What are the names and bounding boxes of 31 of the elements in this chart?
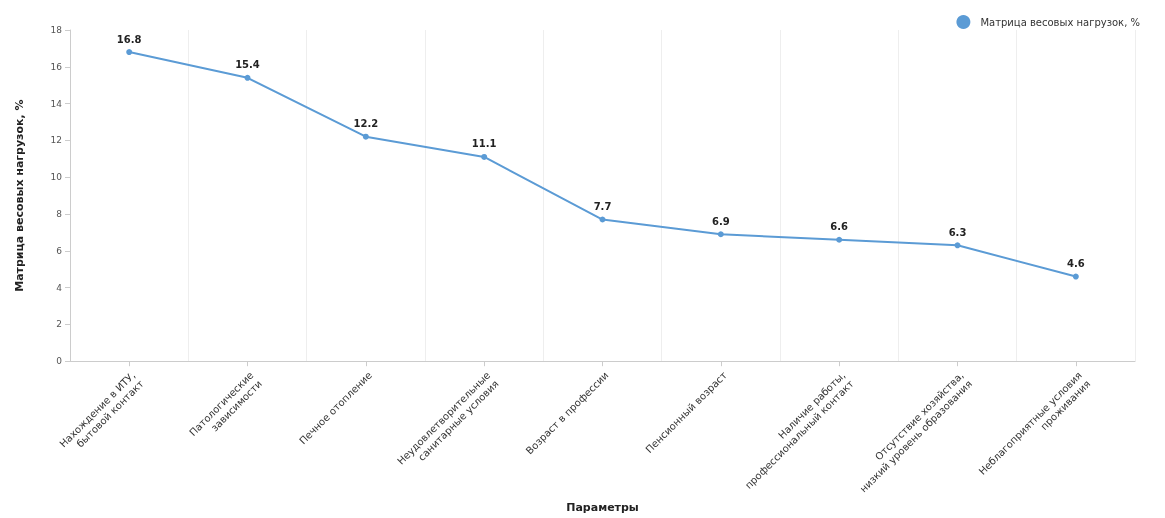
x-axis-title: Параметры bbox=[566, 501, 639, 514]
point bbox=[717, 231, 724, 238]
y-tick-label: 8 bbox=[56, 209, 63, 219]
data-label: 11.1 bbox=[471, 138, 497, 150]
data-label: 16.8 bbox=[116, 33, 142, 45]
data-label: 15.4 bbox=[235, 59, 260, 71]
data-label: 12.2 bbox=[353, 118, 379, 130]
data-label: 4.6 bbox=[1066, 258, 1085, 270]
y-tick-label: 14 bbox=[50, 98, 63, 109]
y-tick-label: 12 bbox=[50, 135, 62, 146]
point bbox=[481, 153, 488, 160]
point bbox=[836, 236, 843, 243]
point bbox=[126, 49, 133, 56]
y-tick-label: 2 bbox=[56, 319, 62, 330]
point bbox=[362, 133, 369, 140]
data-label: 6.9 bbox=[711, 215, 730, 227]
y-tick-label: 18 bbox=[50, 25, 63, 35]
y-tick-label: 4 bbox=[56, 282, 63, 293]
point bbox=[244, 74, 251, 81]
y-tick-label: 16 bbox=[50, 61, 63, 72]
data-label: 6.6 bbox=[830, 221, 849, 233]
data-label: 6.3 bbox=[948, 226, 967, 238]
point bbox=[1072, 273, 1079, 280]
point bbox=[599, 216, 606, 223]
y-tick-label: 0 bbox=[56, 356, 63, 367]
data-label: 7.7 bbox=[593, 201, 612, 213]
legend-label: Матрица весовых нагрузок, % bbox=[980, 16, 1140, 28]
y-axis-title: Матрица весовых нагрузок, % bbox=[13, 99, 26, 292]
y-tick-label: 6 bbox=[56, 245, 63, 256]
y-tick-label: 10 bbox=[50, 172, 63, 183]
point bbox=[954, 242, 961, 249]
